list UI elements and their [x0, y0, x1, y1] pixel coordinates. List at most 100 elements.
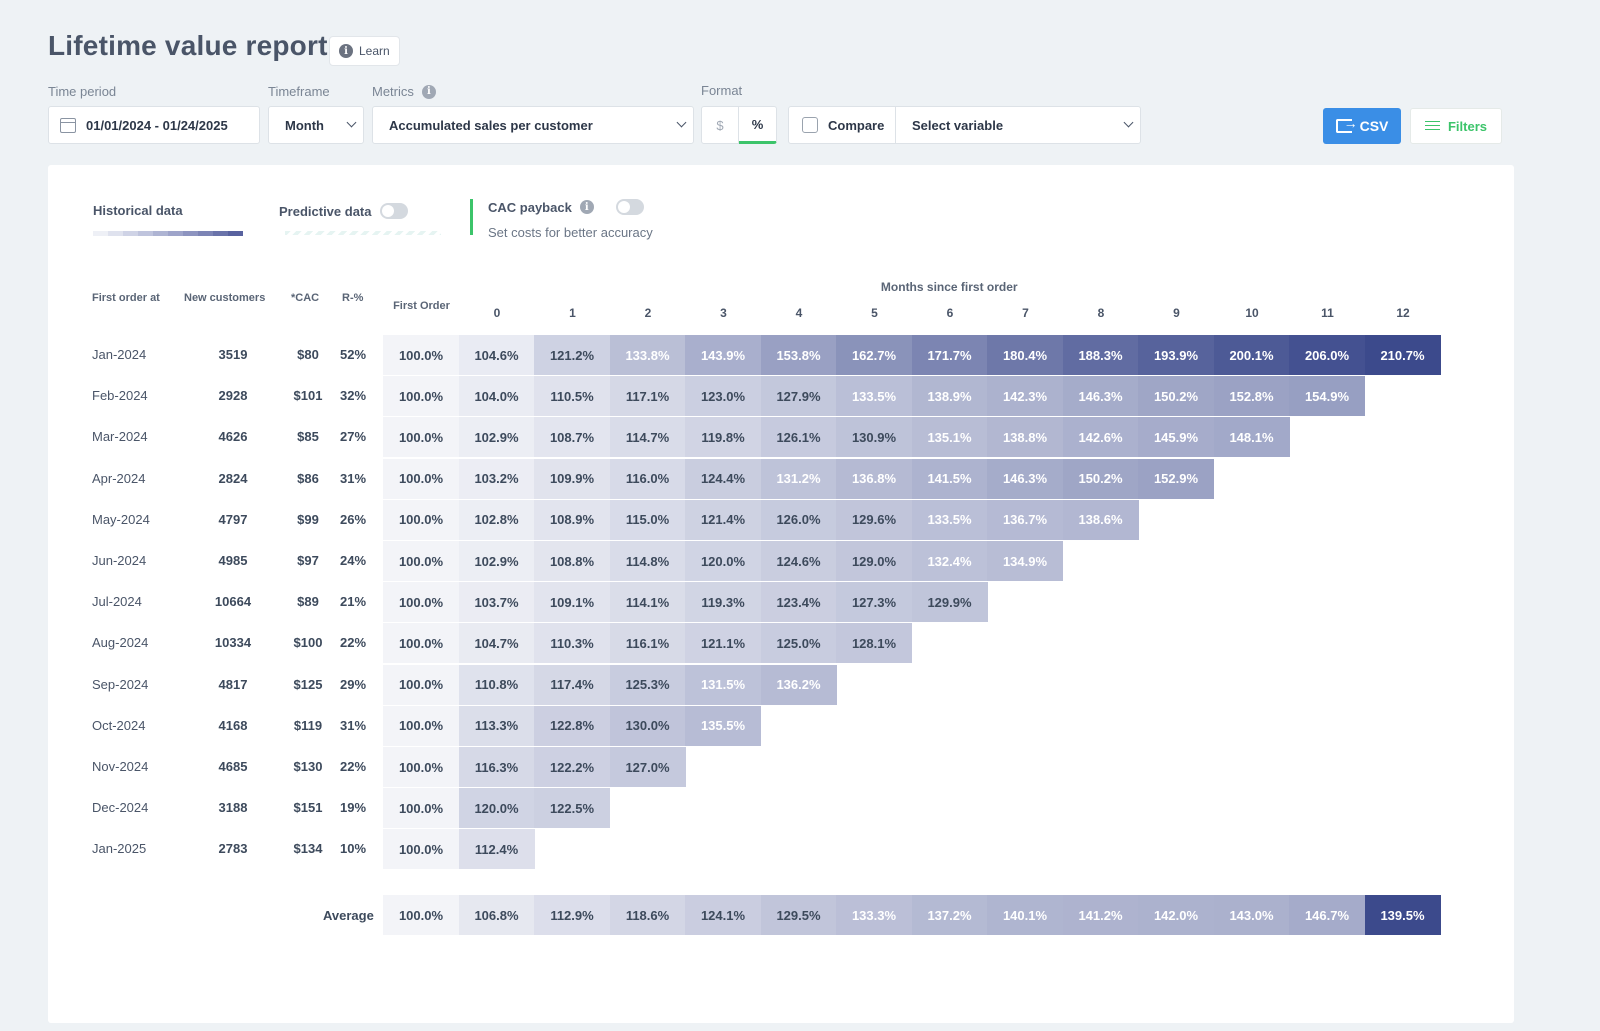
- csv-label: CSV: [1359, 118, 1389, 134]
- format-percent-button[interactable]: %: [739, 106, 777, 144]
- variable-placeholder: Select variable: [912, 117, 1004, 133]
- header-month-8: 8: [1097, 306, 1105, 320]
- cohort-cell: 138.6%: [1062, 499, 1139, 540]
- cohort-cell: 138.8%: [987, 417, 1063, 458]
- cohort-cell: 136.8%: [836, 458, 912, 499]
- cohort-cell: 131.5%: [685, 664, 761, 705]
- info-icon: i: [339, 44, 353, 58]
- filters-label: Filters: [1447, 118, 1487, 134]
- cohort-cell: 110.5%: [534, 376, 610, 417]
- cell-first-order: 100.0%: [383, 499, 459, 540]
- cohort-cell: 210.7%: [1364, 335, 1441, 375]
- average-cell: 129.5%: [760, 895, 837, 935]
- row-r-pct: 22%: [339, 635, 367, 651]
- average-cell: 137.2%: [911, 895, 988, 935]
- cohort-cell: 188.3%: [1062, 335, 1139, 375]
- row-date: Feb-2024: [92, 388, 148, 404]
- calendar-icon: [60, 117, 76, 133]
- metrics-select[interactable]: Accumulated sales per customer: [372, 106, 694, 144]
- header-r-pct: R-%: [342, 292, 364, 304]
- cohort-cell: 119.3%: [685, 582, 761, 623]
- cohort-cell: 114.7%: [609, 417, 686, 458]
- cohort-cell: 153.8%: [760, 335, 837, 375]
- compare-label: Compare: [828, 117, 885, 133]
- header-month-0: 0: [493, 306, 501, 320]
- cohort-card: Historical data Predictive data CAC payb…: [48, 165, 1514, 1023]
- row-cac: $97: [297, 553, 319, 568]
- cohort-cell: 123.0%: [685, 376, 761, 417]
- cohort-cell: 122.5%: [534, 788, 610, 829]
- cac-payback-legend: CAC payback i: [488, 199, 644, 215]
- cohort-cell: 130.0%: [609, 705, 686, 746]
- cohort-cell: 121.2%: [534, 335, 610, 375]
- cohort-cell: 108.9%: [534, 499, 610, 540]
- cell-first-order: 100.0%: [383, 664, 459, 705]
- cell-first-order: 100.0%: [383, 582, 459, 623]
- cohort-cell: 124.4%: [685, 458, 761, 499]
- cohort-cell: 103.7%: [458, 582, 535, 623]
- average-label: Average: [323, 908, 374, 923]
- cac-payback-label: CAC payback: [488, 199, 572, 215]
- cohort-cell: 143.9%: [685, 335, 761, 375]
- cohort-cell: 152.9%: [1138, 458, 1214, 499]
- row-new-customers: 4685: [218, 759, 248, 774]
- average-cell: 143.0%: [1213, 895, 1290, 935]
- csv-export-button[interactable]: CSV: [1323, 108, 1401, 144]
- predictive-toggle[interactable]: [379, 203, 408, 219]
- average-cell: 106.8%: [458, 895, 535, 935]
- average-cell: 124.1%: [685, 895, 761, 935]
- cac-payback-toggle[interactable]: [615, 199, 644, 215]
- info-icon[interactable]: i: [579, 200, 594, 214]
- cohort-cell: 129.6%: [836, 499, 912, 540]
- row-new-customers: 2928: [218, 388, 248, 404]
- row-cac: $125: [293, 676, 323, 692]
- average-cell: 146.7%: [1289, 895, 1365, 935]
- cohort-cell: 146.3%: [987, 458, 1063, 499]
- row-new-customers: 4168: [218, 717, 248, 733]
- format-dollar-button[interactable]: $: [701, 106, 739, 144]
- header-month-12: 12: [1396, 306, 1410, 320]
- sliders-icon: [1424, 120, 1440, 132]
- row-r-pct: 27%: [339, 429, 367, 445]
- cohort-cell: 116.1%: [609, 623, 686, 664]
- cohort-cell: 133.5%: [911, 499, 988, 540]
- row-r-pct: 29%: [339, 676, 367, 692]
- cell-first-order: 100.0%: [383, 417, 459, 458]
- row-date: Jan-2025: [92, 841, 147, 857]
- cohort-cell: 104.7%: [458, 623, 535, 664]
- average-first-order: 100.0%: [383, 895, 459, 935]
- header-month-4: 4: [795, 306, 803, 320]
- cohort-cell: 117.1%: [609, 376, 686, 417]
- row-new-customers: 10334: [214, 635, 252, 651]
- timeframe-select[interactable]: Month: [268, 106, 364, 144]
- cohort-cell: 121.4%: [685, 499, 761, 540]
- info-icon[interactable]: i: [421, 84, 436, 99]
- chevron-down-icon: [1123, 117, 1134, 128]
- cohort-cell: 127.3%: [836, 582, 912, 623]
- filters-button[interactable]: Filters: [1410, 108, 1502, 144]
- cell-first-order: 100.0%: [383, 829, 459, 870]
- cohort-cell: 134.9%: [987, 541, 1063, 581]
- predictive-legend-bar: [285, 231, 441, 235]
- cohort-cell: 109.1%: [534, 582, 610, 623]
- header-month-10: 10: [1245, 306, 1259, 320]
- cohort-cell: 141.5%: [911, 458, 988, 499]
- header-first-order: First Order: [393, 300, 450, 312]
- row-date: Aug-2024: [92, 635, 149, 651]
- compare-checkbox[interactable]: Compare: [788, 106, 896, 144]
- cohort-cell: 138.9%: [911, 376, 988, 417]
- cohort-cell: 129.9%: [911, 582, 988, 623]
- predictive-data-label: Predictive data: [279, 203, 372, 219]
- variable-select[interactable]: Select variable: [896, 106, 1141, 144]
- header-month-11: 11: [1321, 306, 1334, 320]
- cohort-cell: 102.8%: [458, 499, 535, 540]
- cohort-cell: 104.6%: [458, 335, 535, 375]
- row-date: Oct-2024: [92, 717, 146, 733]
- date-range-picker[interactable]: 01/01/2024 - 01/24/2025: [48, 106, 260, 144]
- learn-button[interactable]: i Learn: [329, 36, 400, 66]
- row-new-customers: 4626: [218, 429, 248, 445]
- row-date: May-2024: [92, 511, 150, 527]
- row-r-pct: 31%: [339, 717, 367, 733]
- chevron-down-icon: [676, 117, 687, 128]
- row-new-customers: 4985: [218, 553, 248, 568]
